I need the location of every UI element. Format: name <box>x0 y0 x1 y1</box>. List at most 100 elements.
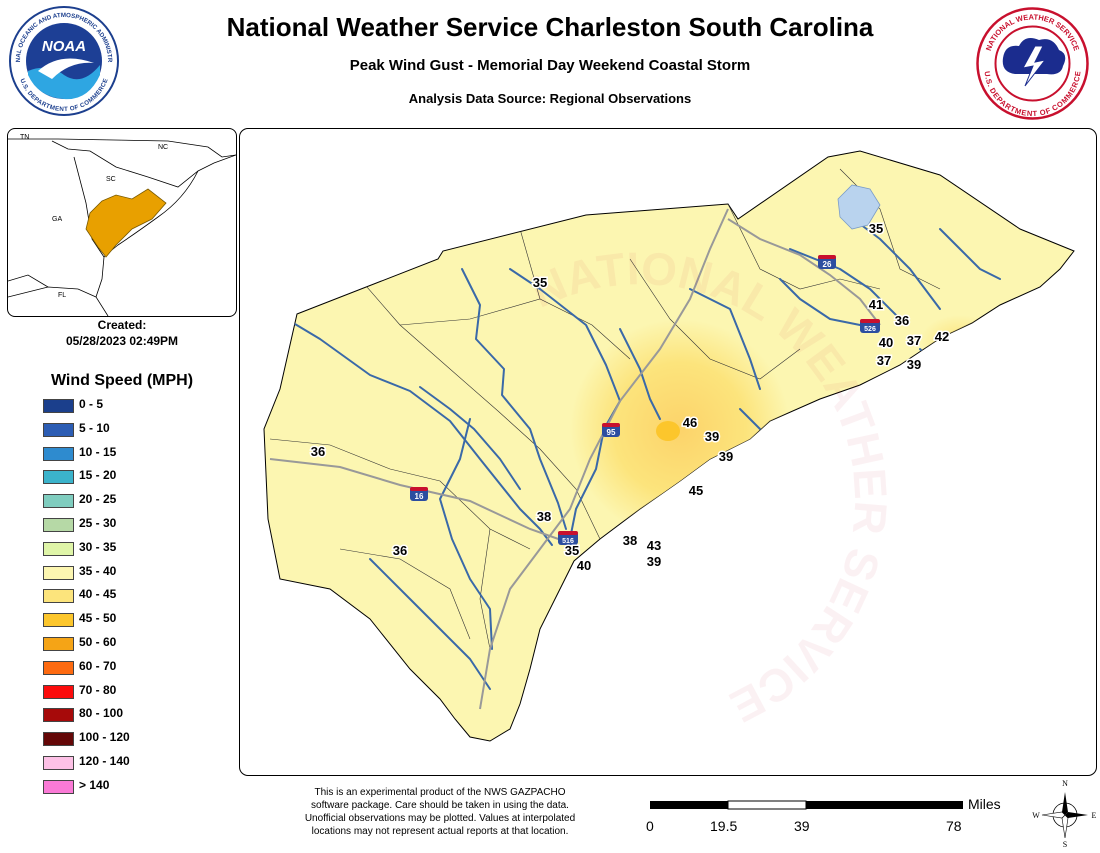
legend-label: 50 - 60 <box>79 634 117 649</box>
observation-value: 39 <box>703 428 720 446</box>
disclaimer-line: software package. Care should be taken i… <box>311 800 569 811</box>
legend-swatch <box>43 684 74 699</box>
observation-value-text: 38 <box>537 509 551 524</box>
observation-value-text: 39 <box>647 554 661 569</box>
compass-rose-icon: N E S W <box>1030 778 1100 849</box>
disclaimer-line: This is an experimental product of the N… <box>314 787 566 798</box>
legend-label: 15 - 20 <box>79 468 117 483</box>
inset-label-ga: GA <box>52 216 62 223</box>
observation-value: 39 <box>905 356 922 374</box>
page-title: National Weather Service Charleston Sout… <box>226 12 874 42</box>
inset-locator-map: TN NC SC GA FL <box>7 128 237 317</box>
scale-tick-78: 78 <box>946 818 962 834</box>
legend-item: > 140 <box>43 778 223 802</box>
i26-shield-label: 26 <box>823 260 832 269</box>
legend-swatch <box>43 589 74 604</box>
noaa-logo-text: NOAA <box>42 38 86 55</box>
observation-value: 35 <box>531 274 548 292</box>
legend: 0 - 5 5 - 10 10 - 15 15 - 20 20 - 25 25 - 30 3… <box>43 397 223 802</box>
observation-value-text: 39 <box>719 449 733 464</box>
observation-value-text: 39 <box>705 429 719 444</box>
observation-value-text: 37 <box>907 333 921 348</box>
legend-item: 20 - 25 <box>43 492 223 516</box>
compass-w-label: W <box>1032 811 1040 820</box>
noaa-logo: NATIONAL OCEANIC AND ATMOSPHERIC ADMINIS… <box>6 0 120 117</box>
legend-swatch <box>43 636 74 651</box>
inset-label-fl: FL <box>58 292 66 299</box>
inset-label-tn: TN <box>20 134 29 141</box>
observation-value-text: 46 <box>683 415 697 430</box>
observation-value: 39 <box>717 448 734 466</box>
observation-value: 45 <box>687 482 704 500</box>
scale-tick-19-5: 19.5 <box>710 818 738 834</box>
observation-value-text: 35 <box>565 543 579 558</box>
gust-shade-42-area <box>920 315 1000 367</box>
observation-value: 38 <box>621 532 638 550</box>
observation-value: 35 <box>867 220 884 238</box>
legend-swatch <box>43 517 74 532</box>
i95-shield-label: 95 <box>607 428 616 437</box>
nws-logo: NATIONAL WEATHER SERVICE U.S. DEPARTMENT… <box>975 6 1090 121</box>
observation-value-text: 35 <box>869 221 883 236</box>
observation-value: 43 <box>645 537 662 555</box>
legend-swatch <box>43 541 74 556</box>
legend-item: 0 - 5 <box>43 397 223 421</box>
interstate-lines <box>269 208 881 710</box>
scale-tick-39: 39 <box>794 818 810 834</box>
gust-shade-46-core <box>656 421 680 441</box>
observation-value: 36 <box>391 542 408 560</box>
legend-swatch <box>43 708 74 723</box>
legend-swatch <box>43 565 74 580</box>
legend-label: > 140 <box>79 777 110 792</box>
observation-value-text: 40 <box>879 335 893 350</box>
legend-title: Wind Speed (MPH) <box>50 372 194 389</box>
legend-item: 25 - 30 <box>43 516 223 540</box>
observation-value: 46 <box>681 414 698 432</box>
observation-value-text: 41 <box>869 297 883 312</box>
lake-marion <box>837 184 881 230</box>
observation-value-text: 35 <box>533 275 547 290</box>
i516-shield-label: 516 <box>562 538 574 545</box>
legend-item: 5 - 10 <box>43 421 223 445</box>
legend-label: 5 - 10 <box>79 420 110 435</box>
compass-s-label: S <box>1063 840 1067 848</box>
created-label: Created: <box>97 318 147 332</box>
compass-e-label: E <box>1092 811 1097 820</box>
observation-value: 38 <box>535 508 552 526</box>
observation-value-text: 36 <box>311 444 325 459</box>
scale-tick-0: 0 <box>646 818 654 834</box>
page-subtitle: Peak Wind Gust - Memorial Day Weekend Co… <box>349 57 751 74</box>
legend-item: 120 - 140 <box>43 754 223 778</box>
inset-highlight-region <box>85 188 167 258</box>
observation-value: 35 <box>563 542 580 560</box>
legend-swatch <box>43 660 74 675</box>
legend-item: 100 - 120 <box>43 730 223 754</box>
observation-value: 37 <box>905 332 922 350</box>
scale-bar <box>640 792 975 842</box>
observation-value-text: 42 <box>935 329 949 344</box>
observation-value: 40 <box>575 557 592 575</box>
disclaimer-line: Unofficial observations may be plotted. … <box>304 813 576 824</box>
legend-swatch <box>43 494 74 509</box>
observation-value-text: 40 <box>577 558 591 573</box>
observation-value-text: 36 <box>393 543 407 558</box>
legend-swatch <box>43 446 74 461</box>
observation-value: 40 <box>877 334 894 352</box>
legend-item: 80 - 100 <box>43 706 223 730</box>
legend-swatch <box>43 422 74 437</box>
legend-label: 120 - 140 <box>79 753 130 768</box>
inset-label-sc: SC <box>106 176 116 183</box>
legend-item: 15 - 20 <box>43 468 223 492</box>
legend-label: 10 - 15 <box>79 444 117 459</box>
legend-swatch <box>43 470 74 485</box>
observation-value-text: 43 <box>647 538 661 553</box>
legend-label: 30 - 35 <box>79 539 117 554</box>
legend-item: 10 - 15 <box>43 445 223 469</box>
scale-unit-label: Miles <box>968 796 1001 812</box>
observation-value: 36 <box>893 312 910 330</box>
observation-value: 37 <box>875 352 892 370</box>
legend-label: 70 - 80 <box>79 682 117 697</box>
legend-label: 45 - 50 <box>79 611 117 626</box>
legend-label: 40 - 45 <box>79 587 117 602</box>
